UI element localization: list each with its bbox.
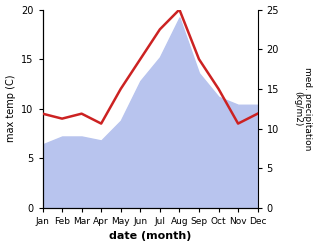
Y-axis label: max temp (C): max temp (C) [5, 75, 16, 143]
X-axis label: date (month): date (month) [109, 231, 191, 242]
Y-axis label: med. precipitation
(kg/m2): med. precipitation (kg/m2) [293, 67, 313, 150]
